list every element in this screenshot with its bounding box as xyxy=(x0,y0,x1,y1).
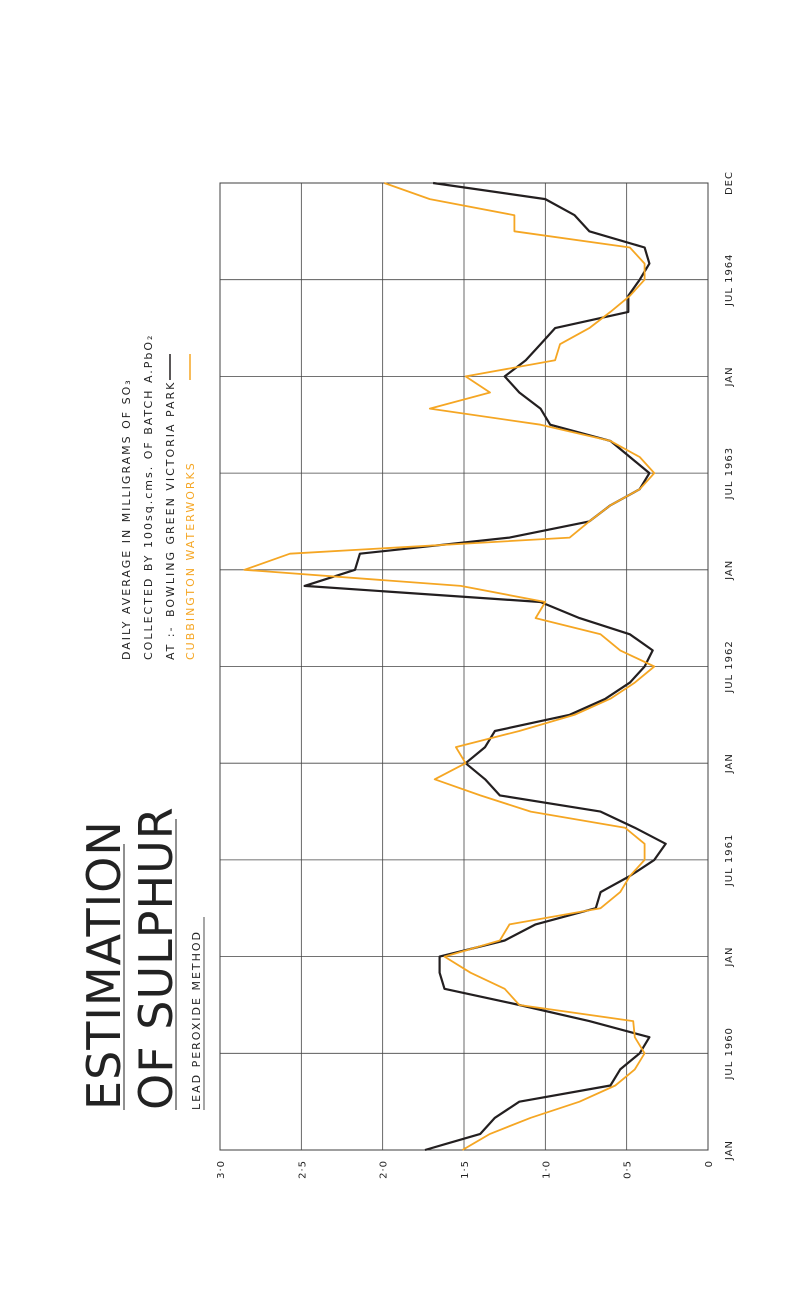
x-tick-label: JAN xyxy=(724,560,735,581)
x-tick-label: JAN xyxy=(724,366,735,387)
legend-label: BOWLING GREEN VICTORIA PARK xyxy=(164,381,177,617)
y-tick-label: 0·5 xyxy=(623,1160,634,1179)
annotation: AT :- xyxy=(164,625,177,660)
x-tick-label: JUL 1963 xyxy=(724,447,735,500)
x-tick-label: JAN xyxy=(724,753,735,774)
x-tick-label: JUL 1962 xyxy=(724,640,735,693)
annotation: DAILY AVERAGE IN MILLIGRAMS OF SO₃ xyxy=(120,378,133,660)
x-tick-label: JAN xyxy=(724,947,735,968)
chart-subtitle: LEAD PEROXIDE METHOD xyxy=(190,930,203,1110)
chart-title: ESTIMATION xyxy=(77,820,131,1110)
data-line xyxy=(243,182,656,1151)
legend-label: CUBBINGTON WATERWORKS xyxy=(184,461,197,660)
x-tick-label: DEC xyxy=(724,171,735,195)
y-tick-label: 2·5 xyxy=(297,1160,308,1179)
y-tick-label: 2·0 xyxy=(379,1160,390,1179)
y-tick-label: 1·0 xyxy=(541,1160,552,1179)
y-tick-label: 1·5 xyxy=(460,1160,471,1179)
x-tick-label: JUL 1960 xyxy=(724,1027,735,1080)
data-line xyxy=(303,181,667,1152)
y-tick-label: 3·0 xyxy=(216,1160,227,1179)
x-tick-label: JAN xyxy=(724,1140,735,1161)
y-tick-label: 0 xyxy=(704,1160,715,1167)
rotated-chart: ESTIMATION OF SULPHUR LEAD PEROXIDE METH… xyxy=(77,171,735,1179)
annotation: COLLECTED BY 100sq.cms. OF BATCH A.PbO₂ xyxy=(142,334,155,660)
x-tick-label: JUL 1961 xyxy=(724,834,735,887)
x-tick-label: JUL 1964 xyxy=(724,253,735,306)
chart-title: OF SULPHUR xyxy=(129,806,183,1110)
